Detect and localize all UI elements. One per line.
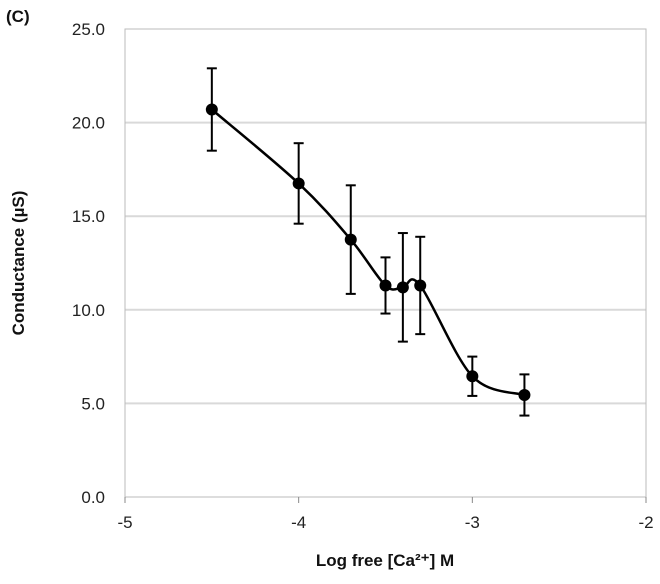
- y-axis-label: Conductance (µS): [9, 191, 28, 336]
- data-point: [414, 279, 427, 292]
- y-tick-label: 0.0: [81, 488, 105, 507]
- data-point: [518, 388, 531, 401]
- x-tick-label: -5: [117, 513, 132, 532]
- data-point: [344, 233, 357, 246]
- data-point: [379, 279, 392, 292]
- data-point: [292, 177, 305, 190]
- x-tick-label: -4: [291, 513, 306, 532]
- panel-label: (C): [6, 7, 30, 26]
- data-point: [466, 370, 479, 383]
- x-axis-label: Log free [Ca²⁺] M: [316, 551, 454, 570]
- data-point: [396, 281, 409, 294]
- y-tick-label: 20.0: [72, 114, 105, 133]
- x-tick-label: -2: [638, 513, 653, 532]
- plot-frame: [124, 28, 647, 498]
- data-point: [205, 103, 218, 116]
- y-tick-label: 10.0: [72, 301, 105, 320]
- x-tick-label: -3: [465, 513, 480, 532]
- series-line: [211, 108, 525, 397]
- y-tick-label: 15.0: [72, 207, 105, 226]
- y-tick-label: 25.0: [72, 20, 105, 39]
- y-tick-label: 5.0: [81, 394, 105, 413]
